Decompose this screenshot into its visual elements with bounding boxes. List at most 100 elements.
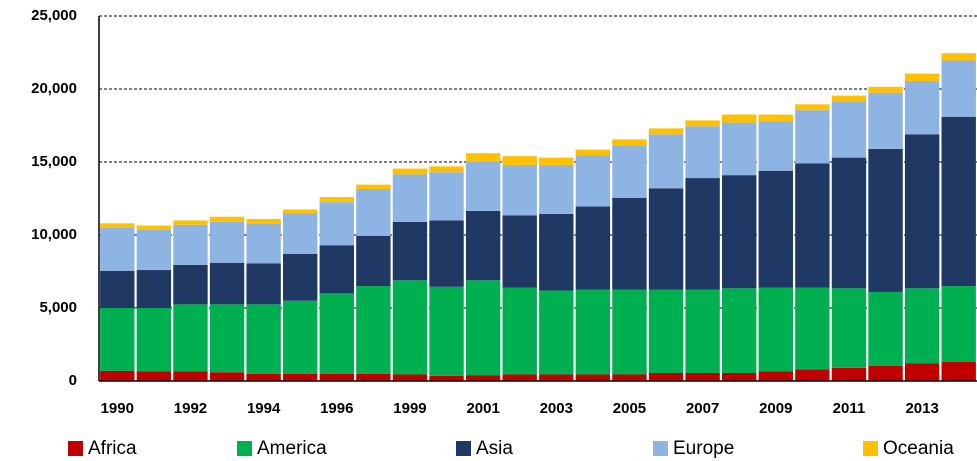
bar-segment — [429, 286, 464, 376]
x-tick-label: 2013 — [905, 400, 938, 417]
x-tick-label: 1990 — [101, 400, 134, 417]
bar-segment — [575, 374, 611, 381]
bar-segment — [246, 373, 281, 381]
bar-segment — [209, 216, 245, 222]
bar-segment — [465, 280, 501, 376]
bar-segment — [356, 189, 391, 236]
x-tick-label: 1994 — [247, 400, 281, 417]
x-tick-label: 2011 — [833, 400, 866, 417]
bar-segment — [722, 288, 757, 373]
y-tick-label: 5,000 — [39, 299, 77, 316]
bar-segment — [209, 262, 245, 305]
bar-segment — [795, 287, 830, 370]
legend-label: America — [257, 438, 327, 459]
bar-segment — [795, 369, 830, 381]
bar-segment — [575, 289, 611, 375]
bar-segment — [539, 164, 574, 214]
bar-segment — [685, 178, 720, 290]
bar-segment — [209, 221, 245, 263]
bar-segment — [246, 218, 281, 225]
bar-segment — [502, 374, 537, 381]
legend-label: Oceania — [883, 438, 954, 459]
bar-segment — [904, 134, 940, 289]
bar-segment — [941, 362, 976, 381]
bar-segment — [539, 157, 574, 165]
bar-segment — [392, 280, 428, 375]
bar-segment — [612, 145, 647, 198]
bar-segment — [612, 374, 647, 381]
bar-segment — [685, 289, 720, 373]
bar-segment — [795, 104, 830, 111]
bar-segment — [722, 122, 757, 176]
bar-segment — [136, 270, 172, 308]
bar-segment — [173, 224, 208, 265]
bar-segment — [502, 156, 537, 165]
bar-segment — [904, 73, 940, 81]
bar-segment — [429, 166, 464, 173]
bar-segment — [429, 375, 464, 381]
bar-segment — [941, 53, 976, 61]
bar-segment — [173, 304, 208, 372]
bar-segment — [136, 225, 172, 230]
bar-segment — [612, 289, 647, 375]
bar-segment — [831, 367, 867, 381]
bar-segment — [831, 95, 867, 102]
bar-segment — [173, 264, 208, 305]
x-tick-label: 1992 — [174, 400, 207, 417]
bar-segment — [575, 155, 611, 207]
bar-segment — [209, 372, 245, 381]
bar-segment — [722, 114, 757, 123]
bar-segment — [758, 371, 793, 381]
bar-segment — [758, 287, 793, 372]
bar-segment — [429, 220, 464, 287]
bar-segment — [319, 197, 354, 203]
x-tick-label: 1996 — [320, 400, 353, 417]
bar-segment — [758, 170, 793, 288]
bar-segment — [539, 213, 574, 291]
bar-segment — [392, 221, 428, 281]
bar-segment — [722, 372, 757, 381]
bar-segment — [612, 139, 647, 146]
bar-segment — [465, 375, 501, 381]
legend-swatch — [456, 441, 471, 456]
legend-swatch — [653, 441, 668, 456]
bar-segment — [685, 126, 720, 179]
y-tick-label: 20,000 — [31, 80, 77, 97]
bar-segment — [465, 210, 501, 281]
bar-segment — [246, 263, 281, 305]
bar-segment — [795, 163, 830, 288]
bar-segment — [648, 128, 684, 135]
bar-segment — [319, 202, 354, 246]
bar-segment — [685, 372, 720, 381]
bar-segment — [100, 223, 135, 228]
bar-segment — [283, 209, 318, 214]
bar-segment — [465, 153, 501, 162]
bar-segment — [392, 174, 428, 222]
bar-segment — [575, 206, 611, 290]
bar-segment — [246, 304, 281, 374]
bar-segment — [319, 293, 354, 374]
bar-segment — [539, 374, 574, 381]
bar-segment — [831, 101, 867, 158]
x-tick-label: 2005 — [613, 400, 646, 417]
bar-segment — [136, 371, 172, 381]
bar-segment — [612, 197, 647, 290]
legend-swatch — [68, 441, 83, 456]
y-tick-label: 15,000 — [31, 153, 77, 170]
bar-segment — [173, 371, 208, 381]
bar-segment — [100, 308, 135, 371]
bar-segment — [429, 172, 464, 221]
bar-segment — [868, 148, 903, 292]
bar-segment — [758, 114, 793, 122]
bar-segment — [502, 215, 537, 288]
bar-segment — [831, 288, 867, 368]
bar-segment — [941, 116, 976, 287]
bar-segment — [941, 286, 976, 363]
x-tick-label: 1999 — [393, 400, 426, 417]
x-tick-label: 2001 — [466, 400, 499, 417]
legend-label: Europe — [673, 438, 734, 459]
bar-segment — [868, 291, 903, 366]
bar-segment — [685, 120, 720, 127]
bar-segment — [173, 220, 208, 225]
